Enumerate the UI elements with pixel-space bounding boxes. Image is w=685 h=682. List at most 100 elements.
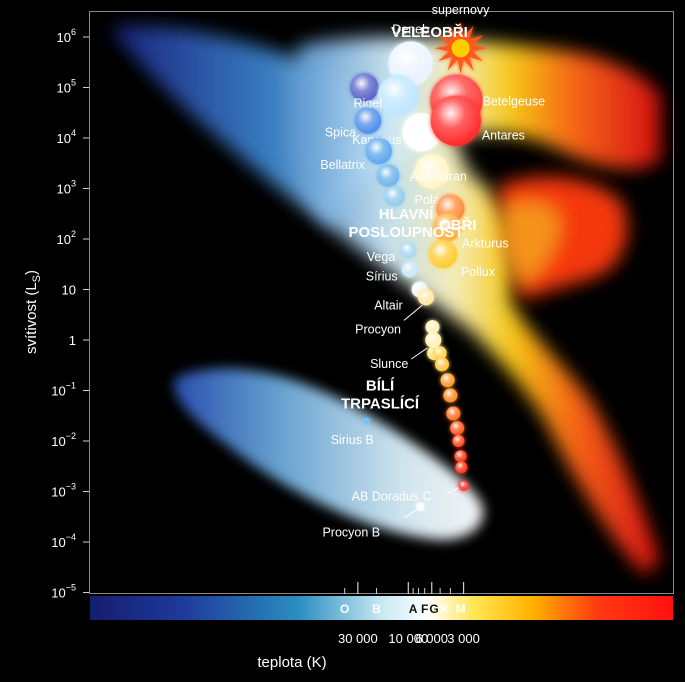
star-point [443, 388, 458, 403]
spectral-class-k: K [441, 602, 450, 616]
star-sirius-label: Sírius [366, 269, 398, 283]
star-point [434, 357, 449, 372]
x-tick-label: 10 000 [388, 631, 428, 646]
region-label-veleobri: VELEOBŘI [391, 23, 468, 41]
star-bellatrix [365, 138, 392, 165]
spectral-class-f: F [421, 602, 428, 616]
star-pollux-highlight [428, 240, 457, 269]
star-point [425, 320, 440, 335]
y-tick-label: 10−1 [51, 381, 76, 399]
giant-band [499, 176, 628, 300]
star-vega [400, 242, 417, 259]
spectral-class-b: B [372, 602, 381, 616]
star-slunce-leader [411, 347, 428, 360]
star-point-highlight [425, 320, 440, 335]
star-pollux-label: Pollux [461, 265, 496, 279]
spectral-class-g: G [429, 602, 438, 616]
star-spica-highlight [355, 107, 382, 134]
supernova-core [451, 39, 470, 58]
y-tick-label: 1 [69, 333, 76, 348]
y-tick-label: 10−3 [51, 482, 76, 500]
star-spica [355, 107, 382, 134]
white-dwarf-band [174, 368, 484, 540]
star-point [440, 373, 455, 388]
star-arkturus [433, 213, 462, 242]
star-ab-doradus-c-label: AB Doradus C [352, 490, 432, 504]
y-tick-label: 103 [57, 179, 76, 197]
star-supernovy-label: supernovy [432, 3, 490, 17]
star-point [452, 435, 465, 447]
star-ab-doradus-c [458, 480, 469, 491]
region-label-hlavni-posloupnost: HLAVNÍ POSLOUPNOST [349, 206, 464, 241]
star-betelgeuse-label: Betelgeuse [482, 95, 545, 109]
star-point-highlight [454, 450, 467, 463]
unlabeled-stars [350, 73, 468, 474]
star-rigel-highlight [378, 75, 419, 116]
star-ab-doradus-c-leader [447, 487, 459, 495]
y-tick-label: 105 [57, 78, 76, 96]
star-antares-label: Antares [482, 129, 525, 143]
star-arkturus-highlight [433, 213, 462, 242]
star-point-highlight [452, 435, 465, 447]
star-bellatrix-label: Bellatrix [320, 158, 365, 172]
star-vega-highlight [400, 242, 417, 259]
star-sirius-b-label: Sirius B [331, 433, 374, 447]
star-procyon-leader [403, 304, 423, 321]
region-label-obri: OBŘI [439, 216, 477, 234]
star-sirius-b [363, 417, 370, 424]
star-point-highlight [446, 406, 461, 421]
star-point-highlight [432, 346, 447, 361]
star-deneb-label: Deneb [392, 22, 429, 36]
star-slunce-label: Slunce [370, 357, 408, 371]
region-label-bili-trpaslici: BÍLÍ TRPASLÍCÍ [341, 378, 420, 413]
star-procyon [418, 289, 435, 306]
star-procyon-b [416, 502, 425, 511]
star-point-highlight [377, 164, 400, 187]
star-procyon-highlight [418, 289, 435, 306]
star-arkturus-label: Arkturus [462, 236, 509, 250]
star-point [450, 421, 465, 436]
labeled-stars: DenebRigelKanopusPolárkaSpicaBellatrixVe… [320, 3, 545, 539]
y-tick-label: 10−4 [51, 532, 76, 550]
y-tick-label: 10−2 [51, 431, 76, 449]
y-tick-label: 10 [62, 283, 76, 298]
star-point-highlight [384, 186, 405, 207]
y-axis-title: svítivost (LS) [23, 270, 43, 354]
y-tick-label: 104 [57, 128, 76, 146]
star-point [454, 450, 467, 463]
x-tick-label: 30 000 [338, 631, 378, 646]
y-tick-label: 10−5 [51, 583, 76, 601]
star-altair-label: Altair [374, 299, 402, 313]
x-tick-label: 6 000 [415, 631, 448, 646]
star-slunce [425, 332, 442, 348]
spectral-class-o: O [340, 602, 349, 616]
star-rigel [378, 75, 419, 116]
star-point-highlight [350, 73, 379, 102]
star-procyon-b-disc [416, 502, 425, 511]
x-axis-title: teplota (K) [257, 654, 326, 671]
y-tick-label: 106 [57, 27, 76, 45]
star-vega-label: Vega [367, 250, 396, 264]
star-procyon-b-leader [404, 509, 418, 519]
star-supernovy [434, 22, 487, 75]
star-polarka [414, 154, 449, 189]
star-point [384, 186, 405, 207]
star-point-highlight [443, 388, 458, 403]
star-polarka-highlight [414, 154, 449, 189]
star-spica-label: Spica [325, 126, 356, 140]
star-bellatrix-highlight [365, 138, 392, 165]
star-point-highlight [434, 357, 449, 372]
star-point-highlight [450, 421, 465, 436]
star-point [377, 164, 400, 187]
spectral-class-m: M [456, 602, 466, 616]
star-ab-doradus-c-highlight [458, 480, 469, 491]
y-tick-label: 102 [57, 229, 76, 247]
star-antares [430, 95, 481, 146]
star-procyon-b-label: Procyon B [322, 526, 380, 540]
star-point [446, 406, 461, 421]
star-slunce-highlight [425, 332, 442, 348]
